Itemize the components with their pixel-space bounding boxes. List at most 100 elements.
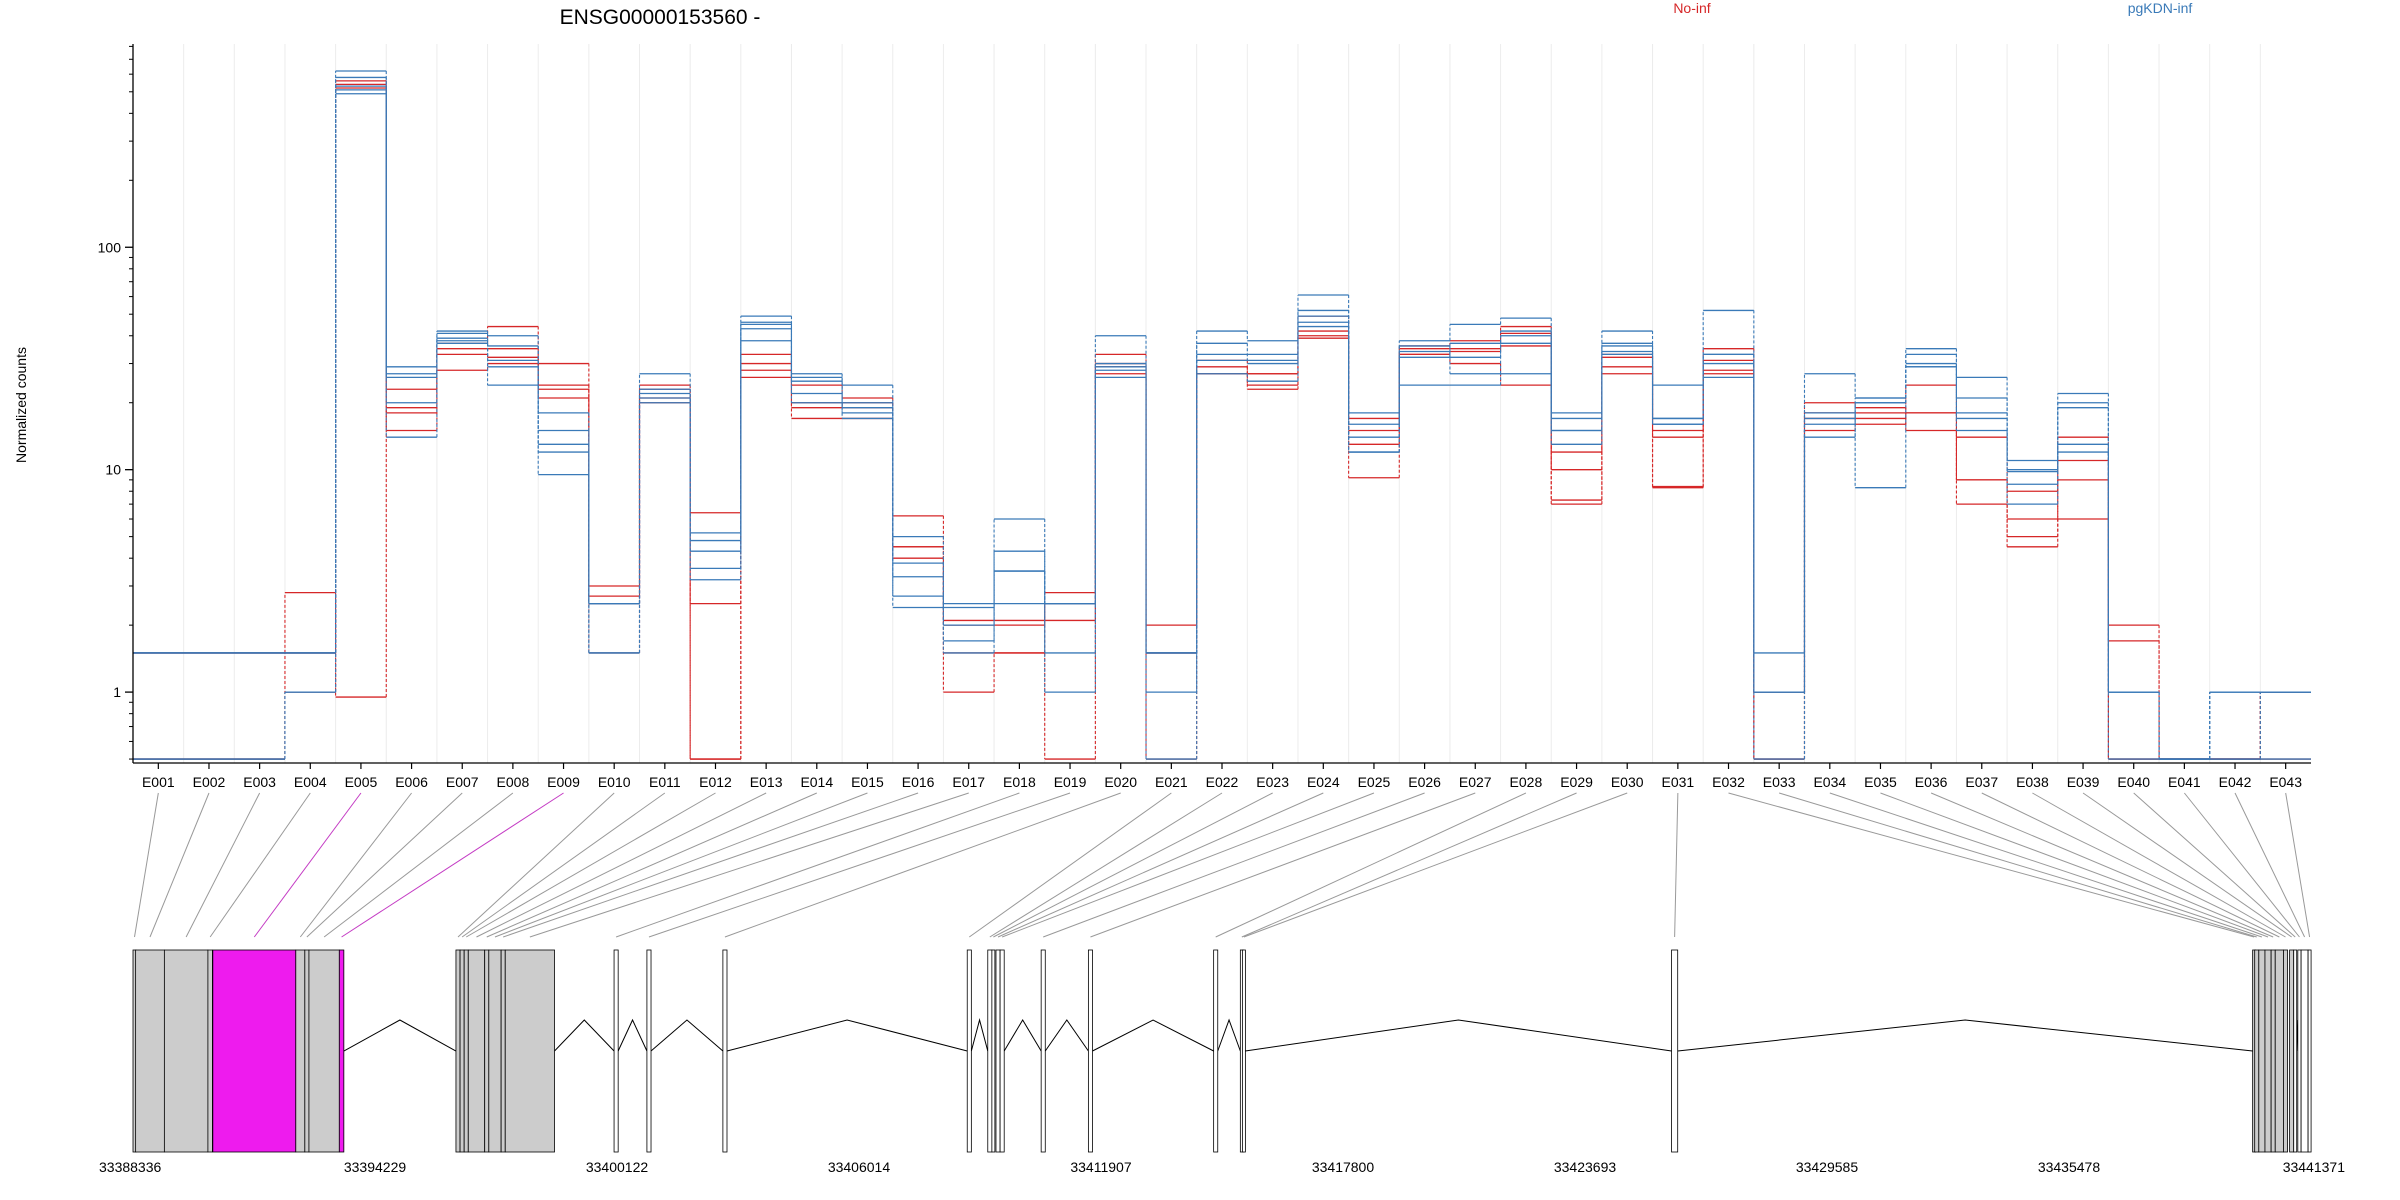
exon-connector-line [306,792,463,938]
genome-coordinate-ticks: 33388336 33394229 33400122 33406014 33411907… [99,1159,2345,1175]
series-pgkdn-inf-8 [133,85,2311,760]
exon-connector-line [1779,792,2257,938]
intron-connector [1044,1019,1089,1052]
exon-label: E015 [851,774,884,790]
exon-box [999,949,1005,1153]
exon-box [295,949,306,1153]
exon-connector-line [2234,792,2306,938]
exon-connector-line [465,792,716,938]
genome-coordinate-label: 33435478 [2038,1159,2101,1175]
intron-connector [554,1019,615,1052]
exon-connector-line [2133,792,2296,938]
intron-connector [617,1018,648,1052]
exon-box [995,949,1001,1153]
exon-box [459,949,465,1153]
exon-label: E042 [2219,774,2252,790]
exon-connector-line [253,792,362,938]
exon-label: E034 [1813,774,1846,790]
exon-label: E022 [1206,774,1239,790]
exon-box [1671,949,1679,1153]
exon-label: E028 [1510,774,1543,790]
exon-label: E007 [446,774,479,790]
exon-box [308,949,340,1153]
axes [132,44,2311,764]
exon-labels: E001 E002 E003 E004 E005 E006 E007 E008 E009 E010… [142,763,2302,790]
exon-label: E004 [294,774,327,790]
exon-connector-line [2032,792,2286,938]
exon-label: E021 [1155,774,1188,790]
chart-title: ENSG00000153560 - [560,6,761,29]
exon-connector-line [323,792,514,938]
exon-label: E039 [2067,774,2100,790]
exon-label: E041 [2168,774,2201,790]
intron-connector [650,1019,724,1052]
exon-connector-line [1930,792,2274,938]
genome-coordinate-label: 33388336 [99,1159,162,1175]
exon-connector-line [341,792,564,938]
exon-connector-line [1981,792,2280,938]
exon-box [2258,949,2266,1153]
y-ticks: 1 10 100 [98,45,133,760]
exon-label: E017 [952,774,985,790]
y-tick-label: 10 [105,462,121,478]
exon-connector-line [1241,792,1577,938]
series-no-inf-0 [133,315,2311,760]
exon-label: E023 [1256,774,1289,790]
legend-label-pgkdn-inf: pgKDN-inf [2128,0,2193,16]
y-tick-label: 1 [113,684,121,700]
exon-label: E043 [2269,774,2302,790]
exon-box [2307,949,2312,1153]
exon-connector-line [1001,792,1375,938]
exon-connector-line [1215,792,1527,938]
series-pgkdn-inf-6 [133,89,2311,760]
exon-box [163,949,209,1153]
exon-box [463,949,469,1153]
exon-label: E003 [243,774,276,790]
exon-connectors [134,792,2311,938]
exon-label: E040 [2117,774,2150,790]
exon-label: E006 [395,774,428,790]
exon-label: E001 [142,774,175,790]
exon-label: E002 [193,774,226,790]
exon-label: E010 [598,774,631,790]
exon-box [2274,949,2284,1153]
series-no-inf-3 [133,83,2311,760]
exon-connector-line [2082,792,2292,938]
exon-connector-line [209,792,311,938]
genome-coordinate-label: 33411907 [1070,1159,1131,1175]
exon-connector-line [299,792,412,938]
exon-connector-line [993,792,1273,938]
exon-connector-line [185,792,261,938]
exon-gridlines [183,44,2261,763]
exon-connector-line [476,792,767,938]
exon-box [987,949,993,1153]
exon-connector-line [997,792,1324,938]
series-no-inf-2 [133,80,2311,760]
exon-box [613,949,619,1153]
exon-label: E008 [497,774,530,790]
exon-box [1040,949,1046,1153]
intron-connector [1217,1018,1241,1052]
intron-connector [1677,1019,2253,1052]
exon-label: E018 [1003,774,1036,790]
exon-box [646,949,652,1153]
y-tick-label: 100 [98,239,122,255]
exon-label: E038 [2016,774,2049,790]
exon-connector-line [1243,792,1628,938]
exon-box [2254,949,2260,1153]
exon-box [1213,949,1219,1153]
exon-box [484,949,490,1153]
exon-connector-line [724,792,1121,938]
intron-connector [1003,1019,1042,1052]
exon-label: E016 [902,774,935,790]
genome-coordinate-label: 33417800 [1312,1159,1375,1175]
exon-box [2264,949,2272,1153]
exon-label: E026 [1408,774,1441,790]
exon-connector-line [648,792,1071,938]
exon-box [467,949,486,1153]
exon-label: E030 [1611,774,1644,790]
exon-box [2293,949,2298,1153]
exon-connector-line [529,792,969,938]
exon-label: E036 [1915,774,1948,790]
